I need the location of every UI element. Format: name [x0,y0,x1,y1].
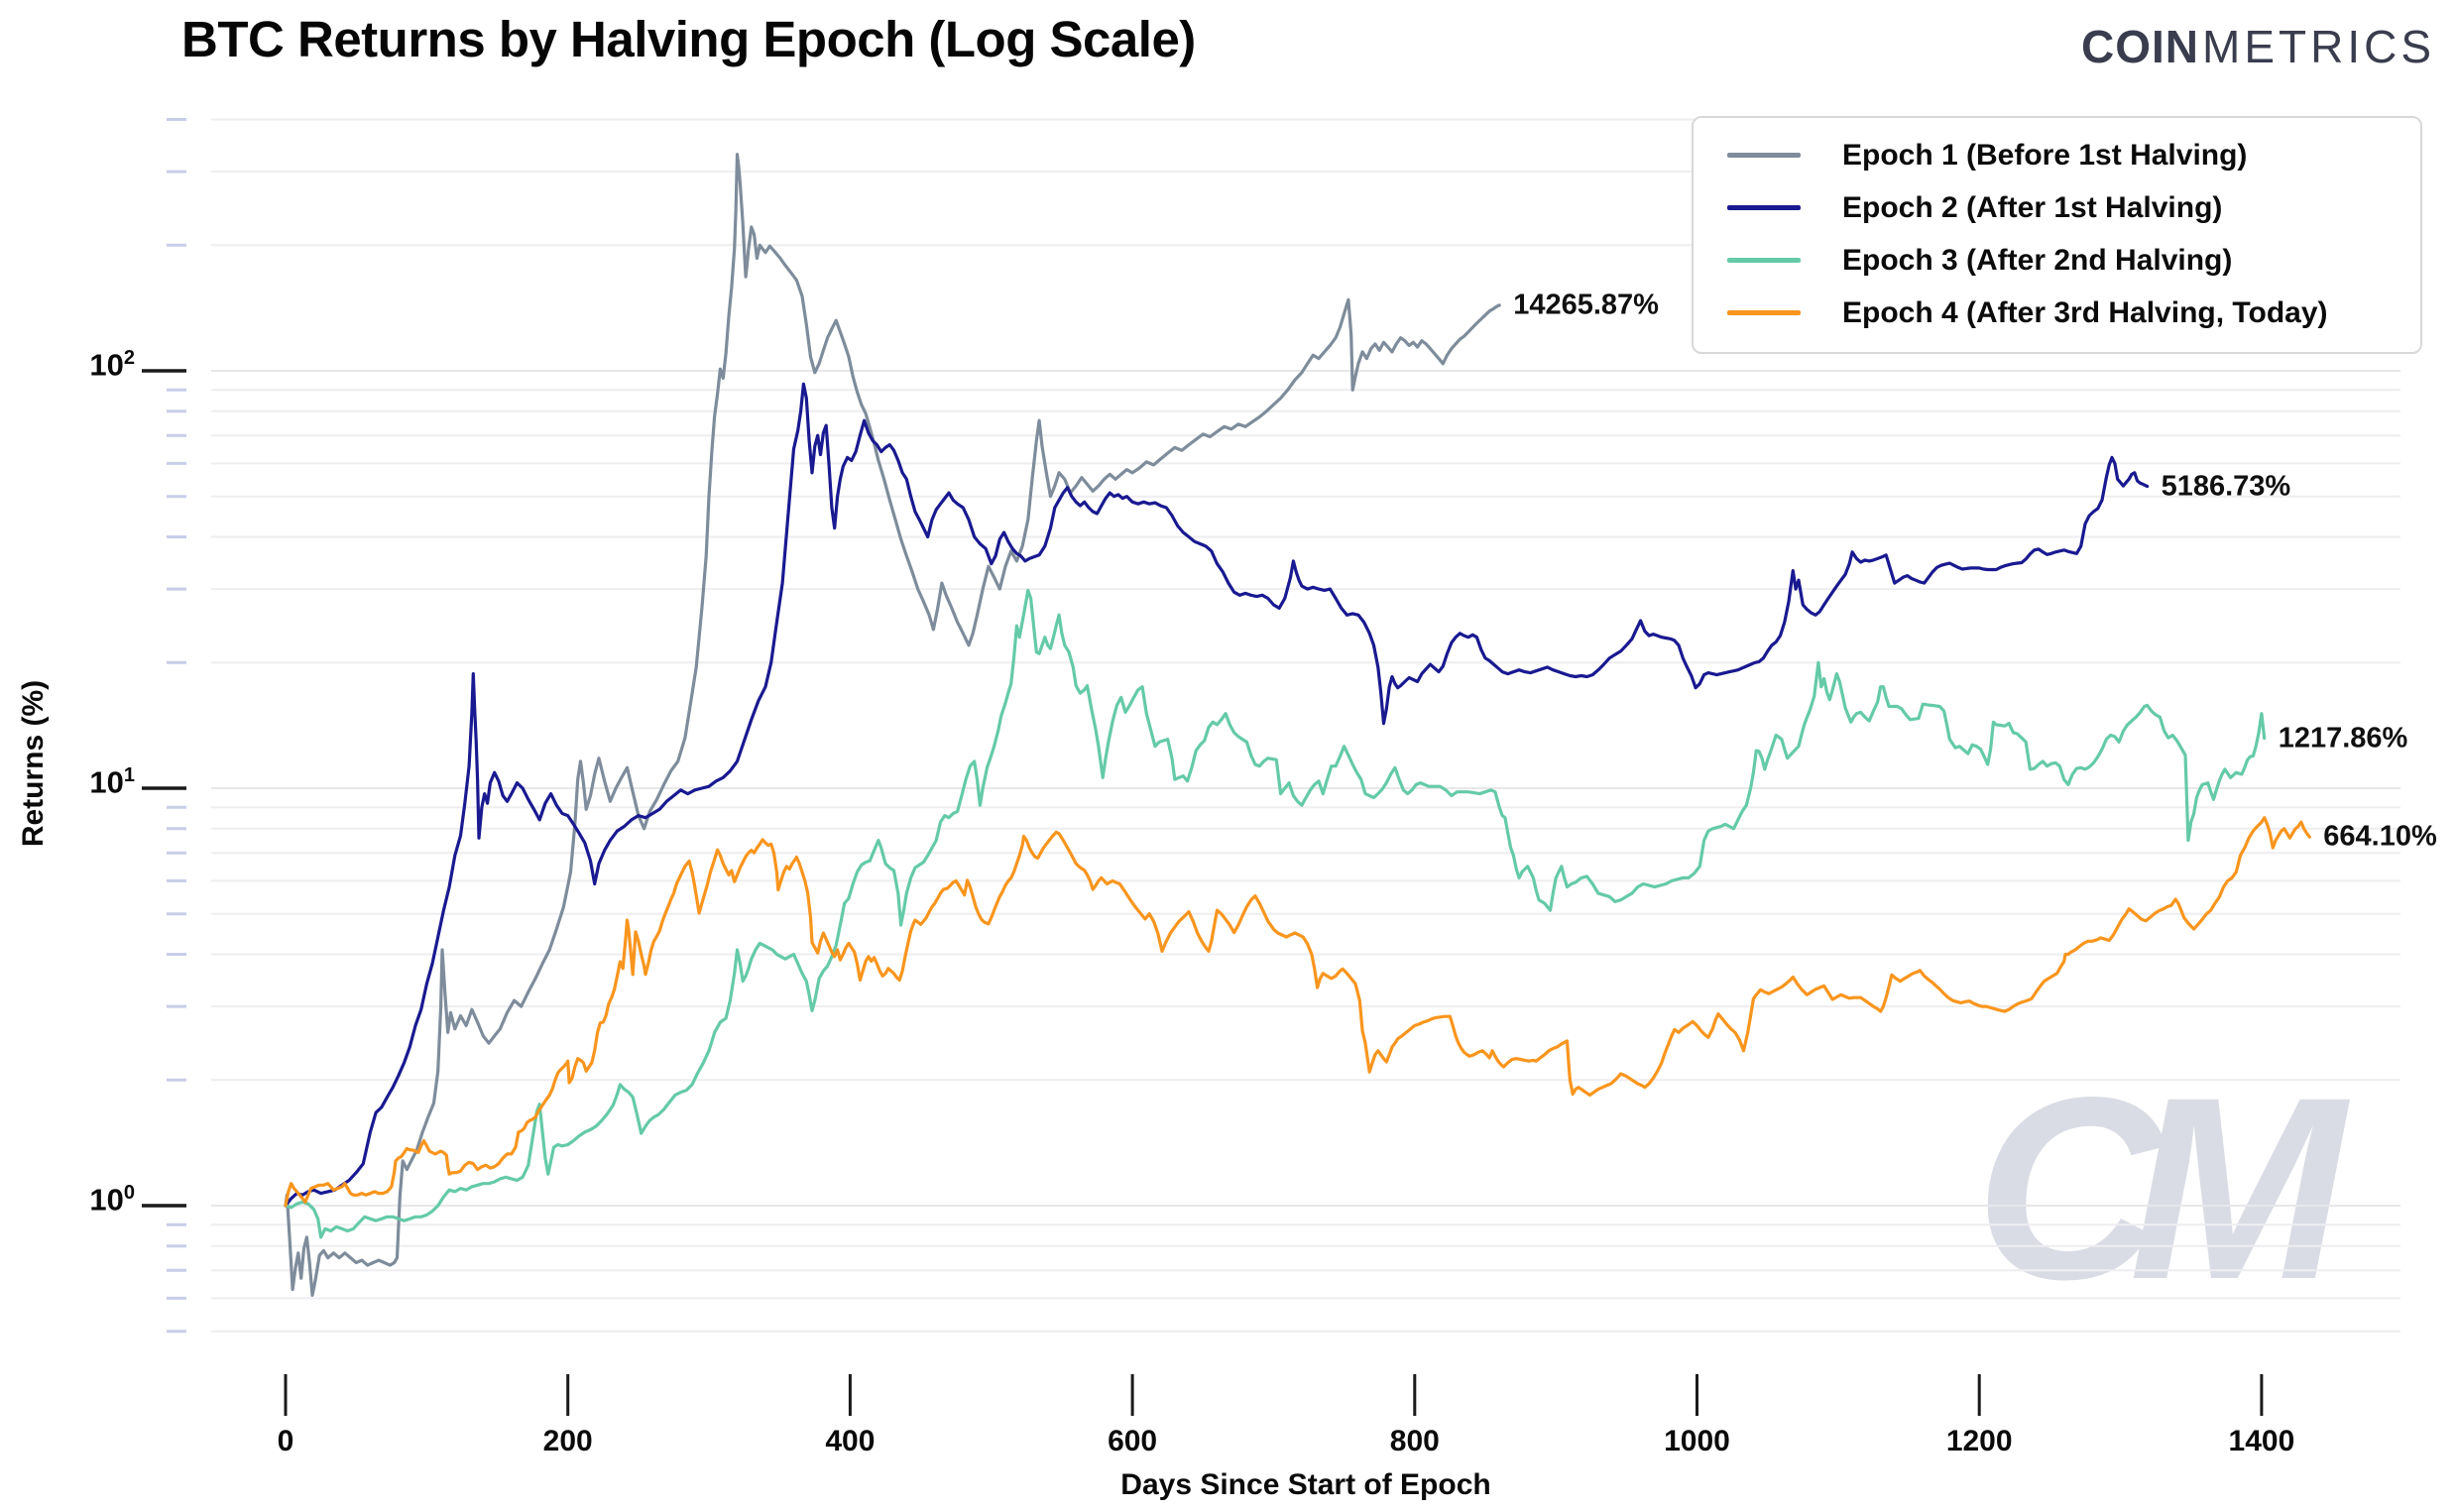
y-tick-label-1: 100 [89,1182,135,1218]
end-value-label-epoch-2: 5186.73% [2161,470,2291,503]
x-tick-label: 1400 [2228,1425,2295,1457]
legend-swatch-epoch-4 [1727,310,1801,315]
x-tick-label: 1000 [1664,1425,1730,1457]
end-value-label-epoch-4: 664.10% [2323,820,2437,853]
y-tick-label-10: 101 [89,764,135,800]
legend-swatch-epoch-3 [1727,258,1801,263]
legend-swatch-epoch-1 [1727,153,1801,158]
series-line-epoch-2 [284,382,2150,1208]
end-value-label-epoch-3: 1217.86% [2278,722,2408,755]
y-axis-title: Returns (%) [17,679,50,848]
y-tick-label-100: 102 [89,347,135,383]
chart-title: BTC Returns by Halving Epoch (Log Scale) [181,11,1196,67]
coinmetrics-logo: COINMETRICS [2081,20,2435,73]
x-tick-label: 1200 [1945,1425,2013,1457]
x-tick-label: 600 [1108,1425,1158,1457]
legend: Epoch 1 (Before 1st Halving) Epoch 2 (Af… [1692,116,2422,354]
legend-item-epoch-4: Epoch 4 (After 3rd Halving, Today) [1727,287,2420,339]
x-axis-title: Days Since Start of Epoch [1120,1468,1491,1501]
legend-swatch-epoch-2 [1727,205,1801,210]
legend-label-epoch-4: Epoch 4 (After 3rd Halving, Today) [1842,295,2328,329]
legend-label-epoch-2: Epoch 2 (After 1st Halving) [1842,190,2223,224]
series-line-epoch-1 [284,153,1501,1298]
x-tick-label: 400 [825,1425,876,1457]
series-line-epoch-4 [284,816,2311,1208]
legend-item-epoch-1: Epoch 1 (Before 1st Halving) [1727,129,2420,181]
end-value-label-epoch-1: 14265.87% [1513,289,1659,321]
x-tick-label: 200 [542,1425,593,1457]
legend-item-epoch-3: Epoch 3 (After 2nd Halving) [1727,234,2420,287]
legend-label-epoch-3: Epoch 3 (After 2nd Halving) [1842,243,2233,277]
legend-item-epoch-2: Epoch 2 (After 1st Halving) [1727,181,2420,234]
watermark-cm: CM [1975,1043,2345,1334]
series-line-epoch-3 [284,588,2267,1239]
x-tick-label: 800 [1389,1425,1440,1457]
x-tick-label: 0 [277,1425,294,1457]
logo-metrics-text: METRICS [2202,21,2435,72]
logo-coin-text: COIN [2081,21,2199,72]
legend-label-epoch-1: Epoch 1 (Before 1st Halving) [1842,138,2248,172]
